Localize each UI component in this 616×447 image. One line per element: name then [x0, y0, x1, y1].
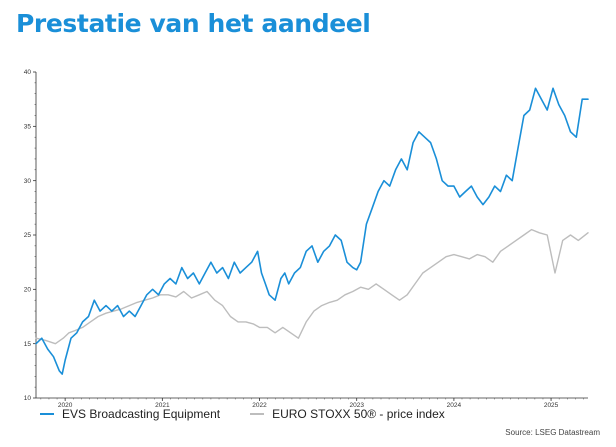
series-line-evs — [35, 87, 589, 375]
series-line-euro-stoxx — [35, 228, 589, 345]
legend-item-index: EURO STOXX 50® - price index — [250, 407, 445, 421]
x-tick-label: 2023 — [349, 402, 364, 409]
plot-series — [35, 87, 589, 375]
y-tick-label: 40 — [24, 69, 32, 76]
legend-label-index: EURO STOXX 50® - price index — [272, 407, 445, 421]
legend-item-evs: EVS Broadcasting Equipment — [40, 407, 220, 421]
chart-legend: EVS Broadcasting Equipment EURO STOXX 50… — [40, 407, 475, 421]
y-tick-label: 10 — [24, 395, 32, 402]
legend-swatch-index — [250, 413, 265, 415]
y-tick-label: 30 — [24, 178, 32, 185]
source-note: Source: LSEG Datastream — [505, 428, 600, 437]
x-tick-label: 2022 — [252, 402, 267, 409]
y-tick-label: 15 — [24, 341, 32, 348]
y-axis: 10 15 20 25 30 35 40 — [24, 69, 37, 402]
y-tick-label: 35 — [24, 124, 32, 131]
x-tick-label: 2024 — [447, 402, 462, 409]
legend-swatch-evs — [40, 413, 54, 415]
x-tick-label: 2020 — [58, 402, 73, 409]
y-tick-label: 20 — [24, 287, 32, 294]
x-tick-label: 2025 — [544, 402, 559, 409]
page-title: Prestatie van het aandeel — [16, 9, 371, 38]
x-axis: 2020 2021 2022 2023 2024 2025 — [36, 397, 588, 409]
y-tick-label: 25 — [24, 232, 32, 239]
x-tick-label: 2021 — [155, 402, 170, 409]
legend-label-evs: EVS Broadcasting Equipment — [62, 407, 221, 421]
